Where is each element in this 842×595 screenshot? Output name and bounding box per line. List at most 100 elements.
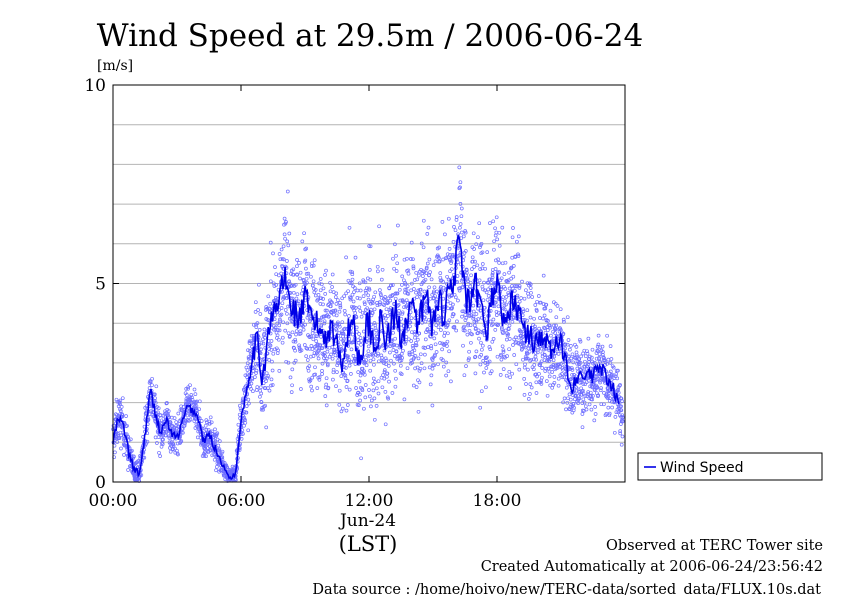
data-point bbox=[565, 400, 570, 405]
data-point bbox=[353, 255, 358, 260]
data-point bbox=[429, 373, 434, 378]
data-point bbox=[118, 409, 123, 413]
data-point bbox=[433, 352, 437, 357]
data-point bbox=[249, 333, 254, 338]
data-point bbox=[563, 346, 567, 351]
data-point bbox=[158, 454, 162, 458]
data-point bbox=[618, 396, 623, 400]
data-point bbox=[470, 332, 474, 337]
data-point bbox=[204, 428, 209, 432]
data-point bbox=[542, 352, 547, 357]
data-point bbox=[321, 343, 325, 348]
data-point bbox=[339, 346, 343, 351]
data-point bbox=[482, 370, 486, 375]
data-point bbox=[503, 260, 508, 265]
data-point bbox=[469, 273, 473, 278]
data-point bbox=[529, 385, 534, 390]
data-point bbox=[285, 189, 290, 194]
data-point bbox=[213, 434, 218, 439]
data-point bbox=[493, 328, 498, 332]
x-axis-label: (LST) bbox=[339, 532, 398, 556]
data-point bbox=[415, 295, 419, 299]
data-point bbox=[607, 413, 612, 418]
data-point bbox=[512, 353, 517, 357]
data-point bbox=[543, 369, 548, 373]
data-point bbox=[259, 400, 264, 405]
data-point bbox=[596, 349, 600, 354]
data-point bbox=[288, 334, 292, 338]
data-point bbox=[474, 319, 479, 324]
data-point bbox=[285, 311, 289, 316]
data-point bbox=[414, 341, 418, 345]
data-point bbox=[216, 448, 221, 452]
data-point bbox=[297, 261, 301, 265]
data-point bbox=[319, 282, 324, 287]
data-point bbox=[347, 359, 351, 364]
data-point bbox=[519, 329, 523, 334]
data-point bbox=[388, 350, 392, 355]
data-point bbox=[286, 243, 291, 248]
y-tick-label: 5 bbox=[95, 275, 106, 295]
data-point bbox=[242, 423, 246, 428]
data-point bbox=[467, 356, 471, 361]
data-point bbox=[493, 226, 497, 231]
data-point bbox=[399, 316, 404, 321]
data-point bbox=[526, 367, 530, 372]
data-point bbox=[595, 385, 600, 390]
data-point bbox=[583, 404, 588, 409]
data-point bbox=[453, 228, 458, 233]
data-point bbox=[304, 346, 309, 350]
data-point bbox=[117, 436, 122, 440]
data-point bbox=[261, 341, 266, 346]
data-point bbox=[422, 270, 427, 274]
data-point bbox=[511, 226, 515, 230]
data-point bbox=[574, 386, 579, 391]
data-point bbox=[273, 265, 277, 269]
data-point bbox=[372, 417, 377, 422]
data-point bbox=[341, 337, 346, 342]
data-point bbox=[345, 378, 350, 383]
data-point bbox=[478, 362, 483, 367]
data-point bbox=[378, 288, 382, 292]
data-point bbox=[497, 270, 502, 274]
data-point bbox=[402, 397, 407, 402]
data-point bbox=[368, 368, 373, 373]
data-point bbox=[503, 287, 508, 291]
data-point bbox=[128, 437, 133, 442]
data-point bbox=[569, 344, 573, 348]
data-point bbox=[343, 373, 348, 378]
data-point bbox=[412, 287, 416, 291]
data-point bbox=[609, 374, 614, 379]
data-point bbox=[571, 360, 576, 365]
data-point bbox=[396, 303, 401, 307]
data-point bbox=[347, 358, 352, 362]
data-point bbox=[428, 382, 433, 387]
data-point bbox=[620, 399, 624, 403]
data-point bbox=[258, 394, 262, 399]
data-point bbox=[326, 385, 331, 390]
data-point bbox=[357, 305, 362, 310]
data-point bbox=[346, 354, 350, 359]
data-point bbox=[462, 324, 466, 329]
data-point bbox=[561, 400, 565, 405]
data-point bbox=[174, 420, 179, 424]
data-point bbox=[504, 373, 509, 378]
data-point bbox=[393, 296, 398, 301]
date-label: Jun-24 bbox=[338, 511, 396, 531]
data-point bbox=[585, 351, 590, 356]
data-point bbox=[304, 354, 309, 359]
data-point bbox=[459, 230, 464, 235]
data-point bbox=[382, 361, 386, 366]
data-point bbox=[535, 374, 539, 379]
data-point bbox=[347, 363, 352, 368]
data-point bbox=[620, 434, 625, 439]
data-point bbox=[399, 358, 404, 363]
data-point bbox=[188, 417, 193, 422]
data-point bbox=[368, 244, 373, 249]
data-point bbox=[537, 326, 541, 331]
data-point bbox=[424, 271, 429, 275]
data-point bbox=[113, 450, 117, 455]
data-point bbox=[364, 340, 369, 344]
data-point bbox=[279, 271, 284, 276]
data-point bbox=[316, 349, 320, 354]
